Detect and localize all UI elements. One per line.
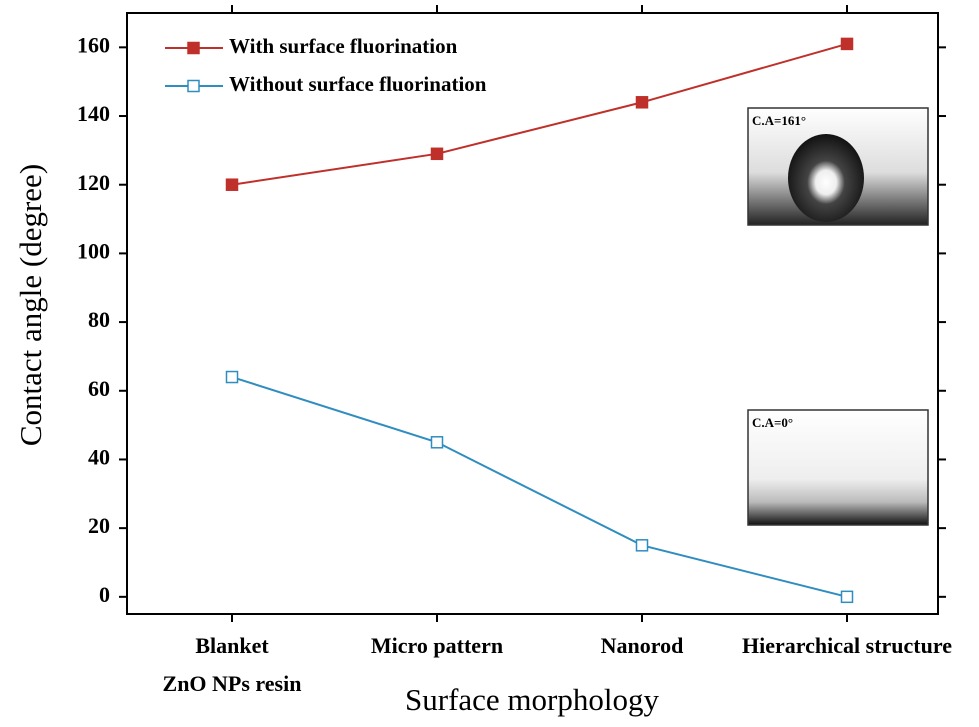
annotation: C.A=161°: [752, 113, 806, 128]
x-tick-label: Hierarchical structure: [742, 633, 952, 658]
x-tick-label: Nanorod: [600, 633, 684, 658]
y-tick-label: 120: [77, 170, 110, 195]
y-tick-label: 40: [88, 445, 110, 470]
legend-label: With surface fluorination: [229, 34, 458, 58]
marker: [635, 539, 649, 552]
series-line: [231, 42, 848, 186]
legend-marker: [187, 79, 200, 93]
y-axis-label: Contact angle (degree): [13, 164, 48, 446]
marker: [430, 147, 444, 161]
y-tick-label: 80: [88, 307, 110, 332]
inset-image: [747, 107, 929, 226]
x-tick-label: Blanket ZnO NPs resin: [162, 633, 302, 696]
marker: [840, 590, 854, 604]
series-line: [231, 376, 848, 598]
annotation: C.A=0°: [752, 415, 793, 430]
inset-image: [747, 409, 929, 526]
x-tick-label: Micro pattern: [370, 633, 504, 658]
y-tick-label: 160: [77, 32, 110, 57]
y-tick-label: 100: [77, 238, 110, 263]
y-tick-label: 20: [88, 513, 110, 538]
plot-frame: [126, 12, 939, 615]
y-tick-label: 140: [77, 101, 110, 126]
y-tick-label: 0: [99, 582, 110, 607]
x-axis-label: Surface morphology: [405, 682, 659, 717]
marker: [225, 178, 239, 191]
legend-marker: [187, 41, 200, 55]
marker: [430, 436, 444, 449]
legend-label: Without surface fluorination: [229, 72, 487, 96]
marker: [840, 37, 854, 51]
marker: [635, 96, 649, 109]
marker: [225, 370, 239, 384]
y-tick-label: 60: [88, 376, 110, 401]
